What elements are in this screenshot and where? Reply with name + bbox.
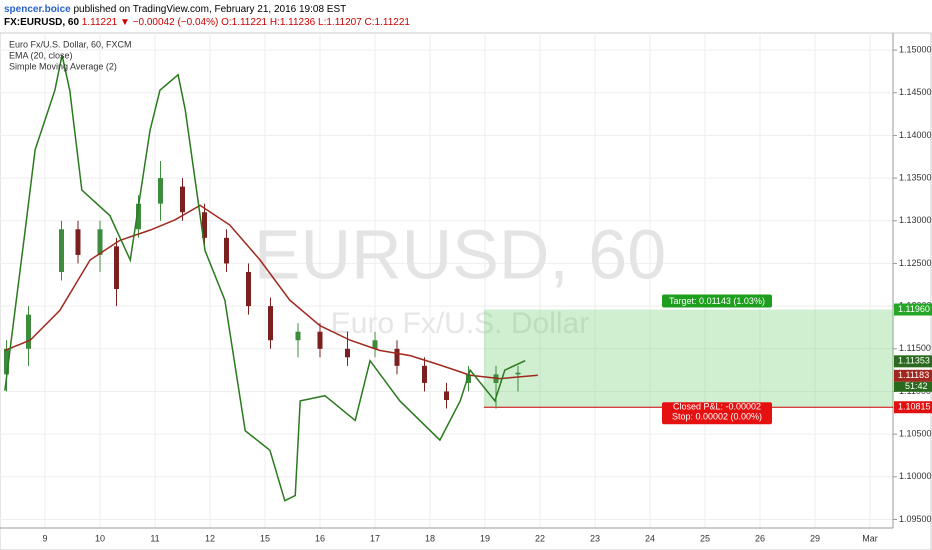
candle-body	[135, 203, 141, 230]
candle-body	[372, 340, 378, 349]
x-tick-label: 26	[755, 533, 765, 543]
plot-border	[0, 32, 932, 550]
y-tick-label: 1.09500	[899, 514, 932, 524]
x-tick-label: 16	[315, 533, 325, 543]
countdown-box	[894, 381, 932, 392]
series-line	[4, 55, 526, 502]
candle-body	[179, 186, 185, 213]
x-tick-label: 15	[260, 533, 270, 543]
y-tick-label: 1.11500	[899, 343, 931, 353]
high: H:1.11236	[269, 17, 316, 28]
candle-body	[201, 212, 207, 238]
candle-body	[394, 348, 400, 366]
candle-body	[245, 271, 251, 307]
candle-body	[25, 314, 31, 349]
x-tick-label: 9	[42, 533, 47, 543]
candle-body	[58, 229, 64, 272]
candle-body	[295, 331, 301, 341]
symbol: FX:EURUSD, 60	[4, 17, 80, 28]
x-tick-label: 22	[535, 533, 545, 543]
last: 1.11221	[81, 17, 118, 28]
author[interactable]: spencer.boice	[4, 4, 71, 15]
watermark: Euro Fx/U.S. Dollar	[331, 307, 589, 340]
legend-entry: EMA (20, close)	[9, 50, 73, 60]
stop-label: Stop: 0.00002 (0.00%)	[672, 412, 762, 422]
candle-body	[3, 348, 9, 375]
target-zone	[483, 309, 893, 408]
published: published on TradingView.com, February 2…	[73, 4, 347, 15]
arrow: ▼	[119, 17, 130, 28]
price-tag-label: 1.11960	[898, 304, 930, 314]
candle-body	[421, 365, 427, 383]
countdown: 51:42	[905, 381, 928, 391]
candle-body	[317, 331, 323, 349]
candle-body	[444, 391, 449, 400]
low: L:1.11207	[318, 17, 362, 28]
publish-line: spencer.boice published on TradingView.c…	[4, 4, 346, 15]
y-tick-label: 1.10500	[899, 428, 932, 438]
open: O:1.11221	[221, 17, 268, 28]
price-tag	[894, 401, 932, 414]
x-tick-label: 23	[590, 533, 600, 543]
candle-body	[344, 348, 350, 358]
stop-box	[662, 402, 772, 425]
candle-body	[97, 229, 103, 255]
x-tick-label: Mar	[862, 533, 878, 543]
close: C:1.11221	[364, 17, 410, 28]
price-tag-label: 1.10815	[898, 402, 931, 412]
target-box	[662, 294, 772, 308]
x-tick-label: 10	[95, 533, 105, 543]
x-tick-label: 18	[425, 533, 435, 543]
candle-body	[113, 246, 119, 290]
x-tick-label: 24	[645, 533, 655, 543]
x-tick-label: 12	[205, 533, 215, 543]
price-tag	[894, 369, 932, 382]
legend-entry: Simple Moving Average (2)	[9, 61, 117, 71]
x-tick-label: 25	[700, 533, 710, 543]
y-tick-label: 1.13500	[899, 172, 932, 182]
candle-body	[466, 374, 472, 383]
x-tick-label: 17	[370, 533, 380, 543]
y-tick-label: 1.10000	[899, 471, 932, 481]
price-tag-label: 1.11183	[898, 370, 929, 380]
price-tag	[894, 355, 932, 368]
candle-body	[75, 229, 81, 255]
closed-label: Closed P&L: -0.00002	[673, 402, 761, 412]
y-tick-label: 1.14500	[899, 87, 932, 97]
candle-body	[157, 178, 163, 204]
quote-line: FX:EURUSD, 60 1.11221 ▼ −0.00042 (−0.04%…	[4, 17, 410, 28]
series-line	[4, 204, 538, 380]
x-tick-label: 29	[810, 533, 820, 543]
candle-body	[223, 237, 229, 264]
price-tag	[894, 303, 932, 316]
chart: 9 10 11 12 15 16 17 18 19 22 23 24 25 26 29 Mar 1.09500 1…	[0, 32, 932, 550]
change: −0.00042 (−0.04%)	[132, 17, 219, 28]
legend-entry: Euro Fx/U.S. Dollar, 60, FXCM	[9, 39, 132, 49]
candle-body	[267, 306, 273, 341]
y-tick-label: 1.15000	[899, 44, 932, 54]
target-label: Target: 0.01143 (1.03%)	[669, 296, 765, 306]
y-tick-label: 1.14000	[899, 130, 932, 140]
y-tick-label: 1.12500	[899, 258, 932, 268]
x-tick-label: 11	[150, 533, 159, 543]
price-tag-label: 1.11353	[898, 356, 930, 366]
x-tick-label: 19	[480, 533, 490, 543]
watermark: EURUSD, 60	[254, 215, 666, 293]
y-tick-label: 1.13000	[899, 215, 932, 225]
candle-body	[515, 372, 521, 375]
